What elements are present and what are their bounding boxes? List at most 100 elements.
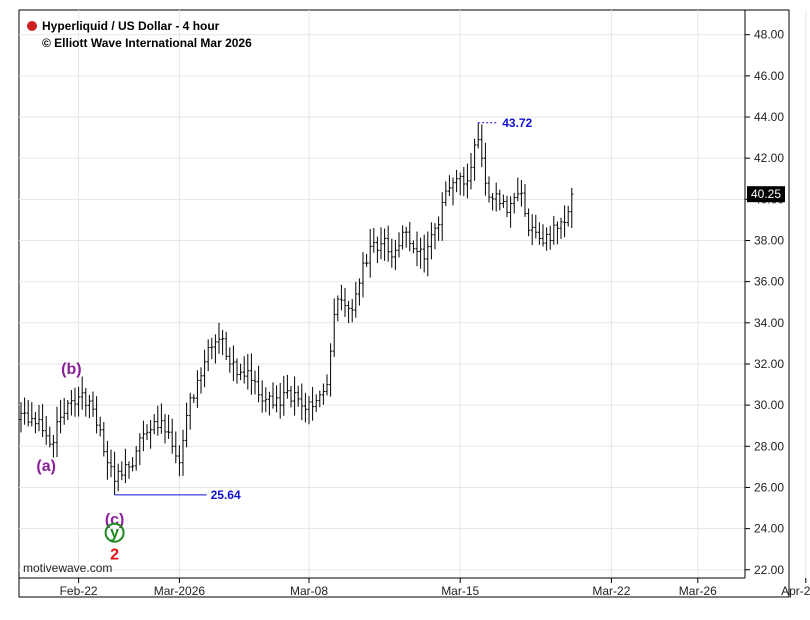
ohlc-bar (37, 404, 41, 432)
x-tick-label: Mar-2026 (154, 584, 206, 598)
ohlc-bar (156, 405, 160, 436)
ohlc-bar (505, 195, 509, 218)
ohlc-bar (69, 389, 73, 416)
ohlc-bar (563, 205, 567, 238)
ohlc-bar (440, 192, 444, 241)
ohlc-bar (116, 463, 120, 492)
ohlc-bar (480, 124, 484, 168)
y-tick-label: 48.00 (754, 28, 784, 42)
ohlc-bar (293, 376, 297, 416)
ohlc-bar (113, 451, 117, 495)
ohlc-bar (469, 153, 473, 190)
ohlc-bar (419, 237, 423, 269)
ohlc-bar (242, 356, 246, 384)
y-tick-label: 44.00 (754, 110, 784, 124)
ohlc-bar (221, 329, 225, 356)
y-tick-label: 42.00 (754, 151, 784, 165)
ohlc-bar (321, 383, 325, 405)
y-tick-label: 28.00 (754, 439, 784, 453)
ohlc-bar (170, 418, 174, 454)
ohlc-bar (134, 445, 138, 471)
ohlc-bar (213, 334, 217, 364)
ohlc-bar (138, 433, 142, 466)
last-price-tag: 40.25 (747, 186, 785, 203)
ohlc-bar (444, 181, 448, 207)
y-tick-label: 46.00 (754, 69, 784, 83)
ohlc-bar (375, 236, 379, 264)
ohlc-bar (534, 214, 538, 239)
ohlc-bar (48, 426, 52, 448)
ohlc-bar (224, 331, 228, 361)
ohlc-bar (498, 189, 502, 211)
ohlc-bar (109, 449, 113, 478)
ohlc-bar (548, 225, 552, 250)
ohlc-bar (163, 414, 167, 444)
gridlines (19, 10, 807, 578)
ohlc-bar (379, 227, 383, 260)
ohlc-bar (397, 232, 401, 258)
y-tick-label: 26.00 (754, 480, 784, 494)
ohlc-bar (30, 402, 34, 427)
ohlc-bar (545, 227, 549, 251)
ohlc-bar (149, 419, 153, 449)
ohlc-bar (415, 231, 419, 267)
ohlc-bar (33, 412, 37, 434)
x-tick-label: Apr-2026 (781, 584, 810, 598)
ohlc-bar (361, 252, 365, 298)
ohlc-bar (73, 387, 77, 417)
ohlc-bar (80, 376, 84, 410)
ohlc-bar (19, 402, 23, 433)
ohlc-bar (185, 402, 189, 448)
ohlc-bar (44, 415, 48, 445)
x-tick-label: Feb-22 (60, 584, 98, 598)
ohlc-bar (509, 196, 513, 228)
ohlc-bar (332, 298, 336, 357)
ohlc-bar (303, 392, 307, 423)
ohlc-bar (253, 370, 257, 395)
ohlc-bar (152, 413, 156, 435)
chart-frame (18, 9, 790, 598)
wave-label: (a) (36, 458, 56, 475)
ohlc-bar (62, 397, 66, 425)
ohlc-bar (264, 387, 268, 413)
ohlc-bar (559, 217, 563, 239)
ohlc-bar (177, 445, 181, 477)
y-tick-label: 22.00 (754, 563, 784, 577)
ohlc-bar (195, 370, 199, 408)
y-tick-label: 36.00 (754, 275, 784, 289)
ohlc-bar (174, 431, 178, 464)
ohlc-bar (235, 358, 239, 384)
ohlc-bar (91, 391, 95, 417)
ohlc-bar (343, 287, 347, 317)
ohlc-bar (23, 397, 27, 425)
ohlc-bar (131, 457, 135, 472)
ohlc-bar (426, 231, 430, 277)
ohlc-bar (519, 179, 523, 207)
ohlc-bar (181, 429, 185, 476)
ohlc-bar (275, 385, 279, 413)
ohlc-bar (537, 222, 541, 245)
ohlc-bar (95, 396, 99, 434)
ohlc-bar (491, 192, 495, 211)
ohlc-bar (422, 234, 426, 273)
low-value-label: 25.64 (211, 488, 241, 502)
ohlc-bar (296, 385, 300, 407)
ohlc-bar (105, 440, 109, 480)
ohlc-bar (455, 169, 459, 193)
ohlc-bar (84, 387, 88, 417)
ohlc-bar (552, 215, 556, 245)
wave-label: 2 (110, 546, 119, 563)
ohlc-bar (55, 406, 59, 458)
ohlc-bar (357, 278, 361, 306)
y-tick-label: 30.00 (754, 398, 784, 412)
ohlc-bar (285, 374, 289, 399)
y-tick-label: 34.00 (754, 316, 784, 330)
chart-title: Hyperliquid / US Dollar - 4 hour (42, 19, 220, 33)
ohlc-bar (368, 228, 372, 278)
ohlc-bar (527, 208, 531, 237)
wave-circle-icon (104, 522, 125, 543)
ohlc-bar (141, 420, 145, 452)
ohlc-bar (120, 461, 124, 481)
ohlc-bar (451, 177, 455, 206)
